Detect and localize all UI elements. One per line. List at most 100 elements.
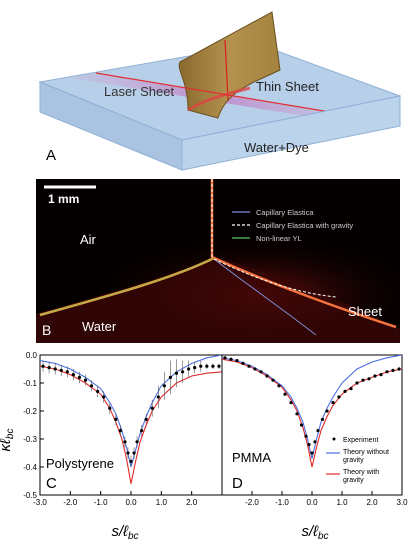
- x-tick-label: -1.0: [94, 498, 108, 507]
- data-point: [150, 406, 154, 410]
- legend-d: Experiment Theory without gravity Theory…: [326, 437, 389, 484]
- legend-b-item-2: Capillary Elastica with gravity: [256, 221, 353, 230]
- panel-cd: κℓbc s/ℓbc s/ℓbc -3.0 -2.0 -1.0 0.0 1.0 2.0 0.…: [0, 350, 416, 542]
- data-point: [187, 367, 191, 371]
- data-point: [156, 395, 160, 399]
- data-point: [123, 440, 127, 444]
- data-point: [325, 409, 329, 413]
- data-point: [193, 366, 197, 370]
- data-point: [71, 373, 75, 377]
- data-point: [265, 374, 269, 378]
- data-point: [229, 357, 233, 361]
- x-tick-label: 1.0: [156, 498, 168, 507]
- data-point: [108, 406, 112, 410]
- data-point: [235, 359, 239, 363]
- panel-a: Laser Sheet Thin Sheet Water+Dye A: [0, 0, 416, 176]
- sheet-interface: [210, 179, 397, 329]
- y-tick-label: 0.0: [26, 351, 38, 360]
- data-point: [283, 392, 287, 396]
- data-point: [385, 370, 389, 374]
- data-point: [59, 368, 63, 372]
- data-point: [41, 364, 45, 368]
- y-tick-label: -0.3: [23, 435, 37, 444]
- x-tick-label: -1.0: [275, 498, 289, 507]
- data-point: [241, 361, 245, 365]
- data-point: [114, 417, 118, 421]
- x-tick-label: 0.0: [306, 498, 318, 507]
- data-point: [397, 367, 401, 371]
- data-point: [140, 429, 144, 433]
- data-point: [349, 387, 353, 391]
- x-tick-label: -3.0: [33, 498, 47, 507]
- laser-line: [95, 72, 355, 117]
- data-point: [180, 370, 185, 374]
- y-axis-label: κℓbc: [0, 429, 16, 452]
- data-point: [295, 412, 299, 416]
- data-point: [247, 364, 251, 368]
- data-point: [77, 375, 82, 379]
- x-tick-label: -2.0: [245, 498, 259, 507]
- data-point: [373, 374, 377, 378]
- y-tick-label: -0.5: [23, 491, 37, 500]
- x-axis-label-c: s/ℓbc: [111, 523, 138, 542]
- legend-without-2: gravity: [343, 457, 364, 464]
- data-point: [343, 389, 347, 393]
- data-point: [223, 356, 227, 360]
- legend-with-2: gravity: [343, 477, 364, 484]
- label-sheet: Sheet: [348, 304, 382, 319]
- data-point: [271, 378, 275, 382]
- y-tick-label: -0.1: [23, 379, 37, 388]
- data-point: [132, 451, 136, 455]
- data-point: [65, 370, 69, 374]
- data-point: [217, 364, 221, 368]
- data-point: [355, 381, 359, 385]
- data-point: [199, 364, 203, 368]
- legend-experiment: Experiment: [343, 437, 378, 444]
- y-tick-label: -0.2: [23, 407, 37, 416]
- legend-b-item-1: Capillary Elastica: [256, 208, 314, 217]
- data-point: [102, 395, 106, 399]
- data-point: [174, 371, 179, 375]
- data-point: [89, 384, 94, 388]
- label-laser-sheet: Laser Sheet: [104, 84, 174, 99]
- chart-d: -2.0 -1.0 0.0 1.0 2.0 3.0: [221, 354, 408, 507]
- label-air: Air: [80, 232, 97, 247]
- data-point: [310, 451, 314, 455]
- data-point: [361, 378, 365, 382]
- panel-b: 1 mm Air Water Sheet B Capillary Elastic…: [36, 179, 400, 343]
- data-point: [289, 401, 293, 405]
- data-point: [304, 434, 308, 438]
- chart-c: -3.0 -2.0 -1.0 0.0 1.0 2.0 0.0 -0.1 -0.2 -0.3 -0.4…: [23, 351, 223, 507]
- x-tick-label: 3.0: [396, 498, 408, 507]
- x-tick-label: 2.0: [366, 498, 378, 507]
- data-point: [135, 440, 139, 444]
- data-point: [277, 384, 281, 388]
- data-point: [337, 395, 341, 399]
- data-point: [168, 375, 173, 379]
- data-point: [211, 364, 215, 368]
- data-point: [316, 429, 320, 433]
- data-point: [391, 368, 395, 372]
- data-point: [162, 384, 166, 388]
- x-tick-label: 1.0: [336, 498, 348, 507]
- y-tick-label: -0.4: [23, 463, 37, 472]
- data-point: [320, 417, 325, 421]
- scale-bar-label: 1 mm: [48, 192, 79, 206]
- data-point: [205, 364, 209, 368]
- label-water-dye: Water+Dye: [244, 140, 309, 155]
- data-point: [126, 451, 130, 455]
- panel-letter-b: B: [42, 322, 51, 338]
- x-tick-label: 2.0: [186, 498, 198, 507]
- data-point: [96, 389, 100, 393]
- legend-b-item-3: Non-linear YL: [256, 234, 302, 243]
- x-tick-label: 0.0: [125, 498, 137, 507]
- water-slab-side: [181, 95, 401, 171]
- legend-b: Capillary Elastica Capillary Elastica wi…: [232, 208, 353, 243]
- data-point: [144, 417, 148, 421]
- data-point: [53, 367, 57, 371]
- data-point: [331, 401, 335, 405]
- data-point: [259, 370, 263, 374]
- panel-letter-a: A: [46, 147, 56, 164]
- label-thin-sheet: Thin Sheet: [256, 79, 319, 94]
- data-point: [307, 443, 311, 447]
